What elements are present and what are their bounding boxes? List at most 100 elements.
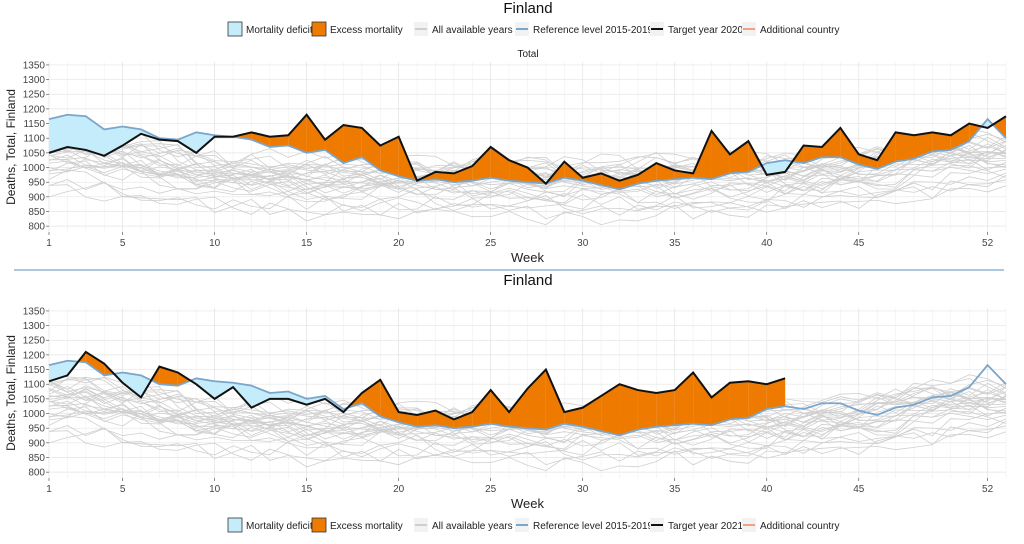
- legend-top-item-6: Additional country: [742, 22, 840, 36]
- y-tick-label: 1350: [23, 60, 46, 71]
- excess-area: [803, 145, 822, 164]
- background-year-line: [48, 139, 1007, 180]
- x-tick-label: 45: [853, 238, 865, 249]
- legend-label: Mortality deficit: [246, 521, 313, 532]
- y-axis-label: Deaths, Total, Finland: [4, 89, 18, 205]
- excess-area: [840, 127, 859, 165]
- background-year-line: [48, 402, 1007, 449]
- excess-area: [656, 163, 675, 181]
- reference-line: [48, 359, 1007, 437]
- deficit-area: [49, 114, 68, 153]
- excess-area: [711, 130, 730, 180]
- x-tick-label: 30: [577, 484, 589, 495]
- excess-area: [582, 173, 602, 186]
- excess-area: [674, 372, 694, 426]
- x-tick-label: 10: [209, 484, 221, 495]
- chart-title-bottom: Finland: [503, 272, 552, 289]
- x-tick-label: 52: [982, 238, 994, 249]
- excess-area: [343, 125, 362, 164]
- legend-top-item-3: All available years: [414, 22, 513, 36]
- excess-area: [895, 132, 914, 162]
- excess-area: [472, 147, 491, 181]
- panel-1-fills: [49, 114, 1006, 190]
- y-tick-label: 1350: [23, 306, 46, 317]
- excess-area: [509, 160, 528, 183]
- x-tick-label: 1: [46, 238, 52, 249]
- x-tick-label: 15: [301, 238, 313, 249]
- excess-area: [380, 379, 399, 423]
- x-tick-label: 15: [301, 484, 313, 495]
- excess-area: [545, 369, 565, 430]
- y-tick-label: 1100: [23, 380, 45, 391]
- y-tick-label: 1300: [23, 321, 46, 332]
- background-year-line: [48, 411, 1007, 450]
- legend-label: Reference level 2015-2019: [533, 521, 654, 532]
- legend-top-item-2: Excess mortality: [311, 21, 403, 37]
- legend-top-item-1: Mortality deficit: [227, 21, 313, 37]
- excess-area: [913, 132, 933, 159]
- x-tick-label: 40: [761, 238, 773, 249]
- excess-area: [950, 123, 970, 150]
- excess-area: [821, 127, 841, 158]
- x-tick-label: 25: [485, 484, 497, 495]
- excess-area: [748, 381, 767, 418]
- y-tick-label: 1200: [23, 350, 46, 361]
- background-year-line: [48, 418, 1007, 459]
- excess-area: [472, 390, 491, 427]
- excess-area: [992, 116, 1006, 139]
- excess-area: [85, 351, 105, 376]
- excess-area: [711, 382, 730, 426]
- excess-area: [490, 390, 510, 427]
- excess-area: [361, 379, 381, 417]
- excess-area: [435, 410, 454, 429]
- y-tick-label: 1250: [23, 336, 46, 347]
- x-tick-label: 35: [669, 238, 681, 249]
- x-tick-label: 35: [669, 484, 681, 495]
- reference-line: [48, 113, 1007, 191]
- excess-area: [269, 135, 289, 147]
- x-tick-label: 5: [120, 484, 126, 495]
- background-year-line: [48, 391, 1007, 440]
- legend-top-item-5: Target year 2020: [650, 22, 743, 36]
- panel-1-y-axis: 800 850 900 950 1000 1050 1100 1150 1200 1250 1300…: [23, 60, 49, 233]
- deficit-area: [104, 126, 123, 156]
- y-tick-label: 900: [28, 438, 45, 449]
- excess-area: [490, 147, 510, 181]
- legend-label: Mortality deficit: [246, 25, 313, 36]
- background-year-line: [48, 156, 1007, 203]
- excess-area: [693, 372, 712, 426]
- excess-area: [932, 132, 951, 152]
- target-line: [48, 113, 1007, 186]
- excess-area: [177, 372, 191, 386]
- excess-area: [582, 395, 602, 432]
- legend-top-item-4: Reference level 2015-2019: [515, 22, 654, 36]
- y-tick-label: 800: [28, 468, 45, 479]
- deficit-area: [214, 381, 234, 399]
- deficit-area: [122, 126, 142, 146]
- target-line: [48, 350, 786, 421]
- excess-area: [766, 378, 786, 410]
- background-year-line: [48, 386, 1007, 435]
- x-axis-label: Week: [511, 250, 544, 265]
- y-tick-label: 1300: [23, 75, 46, 86]
- deficit-area: [766, 160, 786, 175]
- excess-area: [656, 390, 675, 427]
- y-tick-label: 950: [28, 424, 45, 435]
- y-tick-label: 1150: [23, 119, 45, 130]
- legend-swatch: [311, 517, 327, 533]
- background-year-line: [48, 145, 1007, 194]
- legend-label: Target year 2021: [668, 521, 743, 532]
- background-year-line: [48, 165, 1007, 204]
- excess-area: [619, 174, 638, 190]
- deficit-area: [177, 132, 197, 153]
- y-tick-label: 850: [28, 207, 45, 218]
- excess-area: [288, 114, 307, 153]
- legend-bottom-item-4: Reference level 2015-2019: [515, 518, 654, 532]
- legend-swatch: [227, 21, 243, 37]
- y-tick-label: 1050: [23, 394, 46, 405]
- legend-label: Additional country: [760, 25, 840, 36]
- y-tick-label: 1100: [23, 134, 45, 145]
- background-year-line: [48, 172, 1007, 213]
- legend-swatch: [227, 517, 243, 533]
